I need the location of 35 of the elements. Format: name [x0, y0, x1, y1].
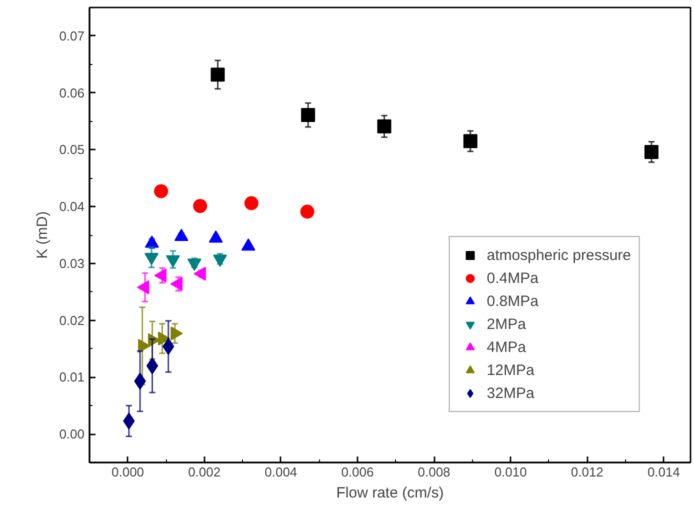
legend-label: 0.8MPa [486, 292, 538, 310]
y-tick-label: 0.00 [59, 426, 85, 442]
point [146, 357, 158, 374]
point [644, 144, 658, 159]
point [463, 134, 478, 148]
x-tick-label: 0.002 [188, 464, 221, 480]
point [300, 204, 314, 219]
y-tick-label: 0.04 [59, 199, 85, 214]
x-axis-title: Flow rate (cm/s) [336, 484, 444, 502]
point [244, 196, 258, 210]
legend-label: 2MPa [486, 316, 526, 332]
legend-label: 12MPa [486, 362, 534, 378]
point [193, 199, 208, 213]
x-tick-label: 0.012 [570, 464, 604, 480]
y-tick-label: 0.06 [59, 85, 85, 100]
y-tick-label: 0.02 [59, 312, 85, 328]
point [377, 119, 392, 134]
legend-label: atmospheric pressure [486, 246, 631, 264]
x-tick-label: 0.010 [494, 464, 527, 480]
legend-label: 32MPa [486, 384, 534, 402]
y-tick-label: 0.05 [59, 142, 85, 158]
x-tick-label: 0.004 [264, 464, 298, 480]
point [154, 184, 168, 198]
legend-label: 4MPa [486, 338, 526, 356]
legend-label: 0.4MPa [486, 270, 538, 286]
x-tick-label: 0.008 [418, 464, 450, 480]
y-tick-label: 0.01 [59, 370, 85, 385]
x-tick-label: 0.000 [112, 464, 144, 480]
x-tick-label: 0.014 [647, 464, 680, 480]
y-axis-title: K (mD) [34, 211, 52, 259]
y-tick-label: 0.03 [59, 256, 85, 271]
point [210, 68, 225, 82]
x-tick-label: 0.006 [341, 464, 374, 480]
y-tick-label: 0.07 [59, 28, 85, 44]
point [301, 108, 316, 122]
